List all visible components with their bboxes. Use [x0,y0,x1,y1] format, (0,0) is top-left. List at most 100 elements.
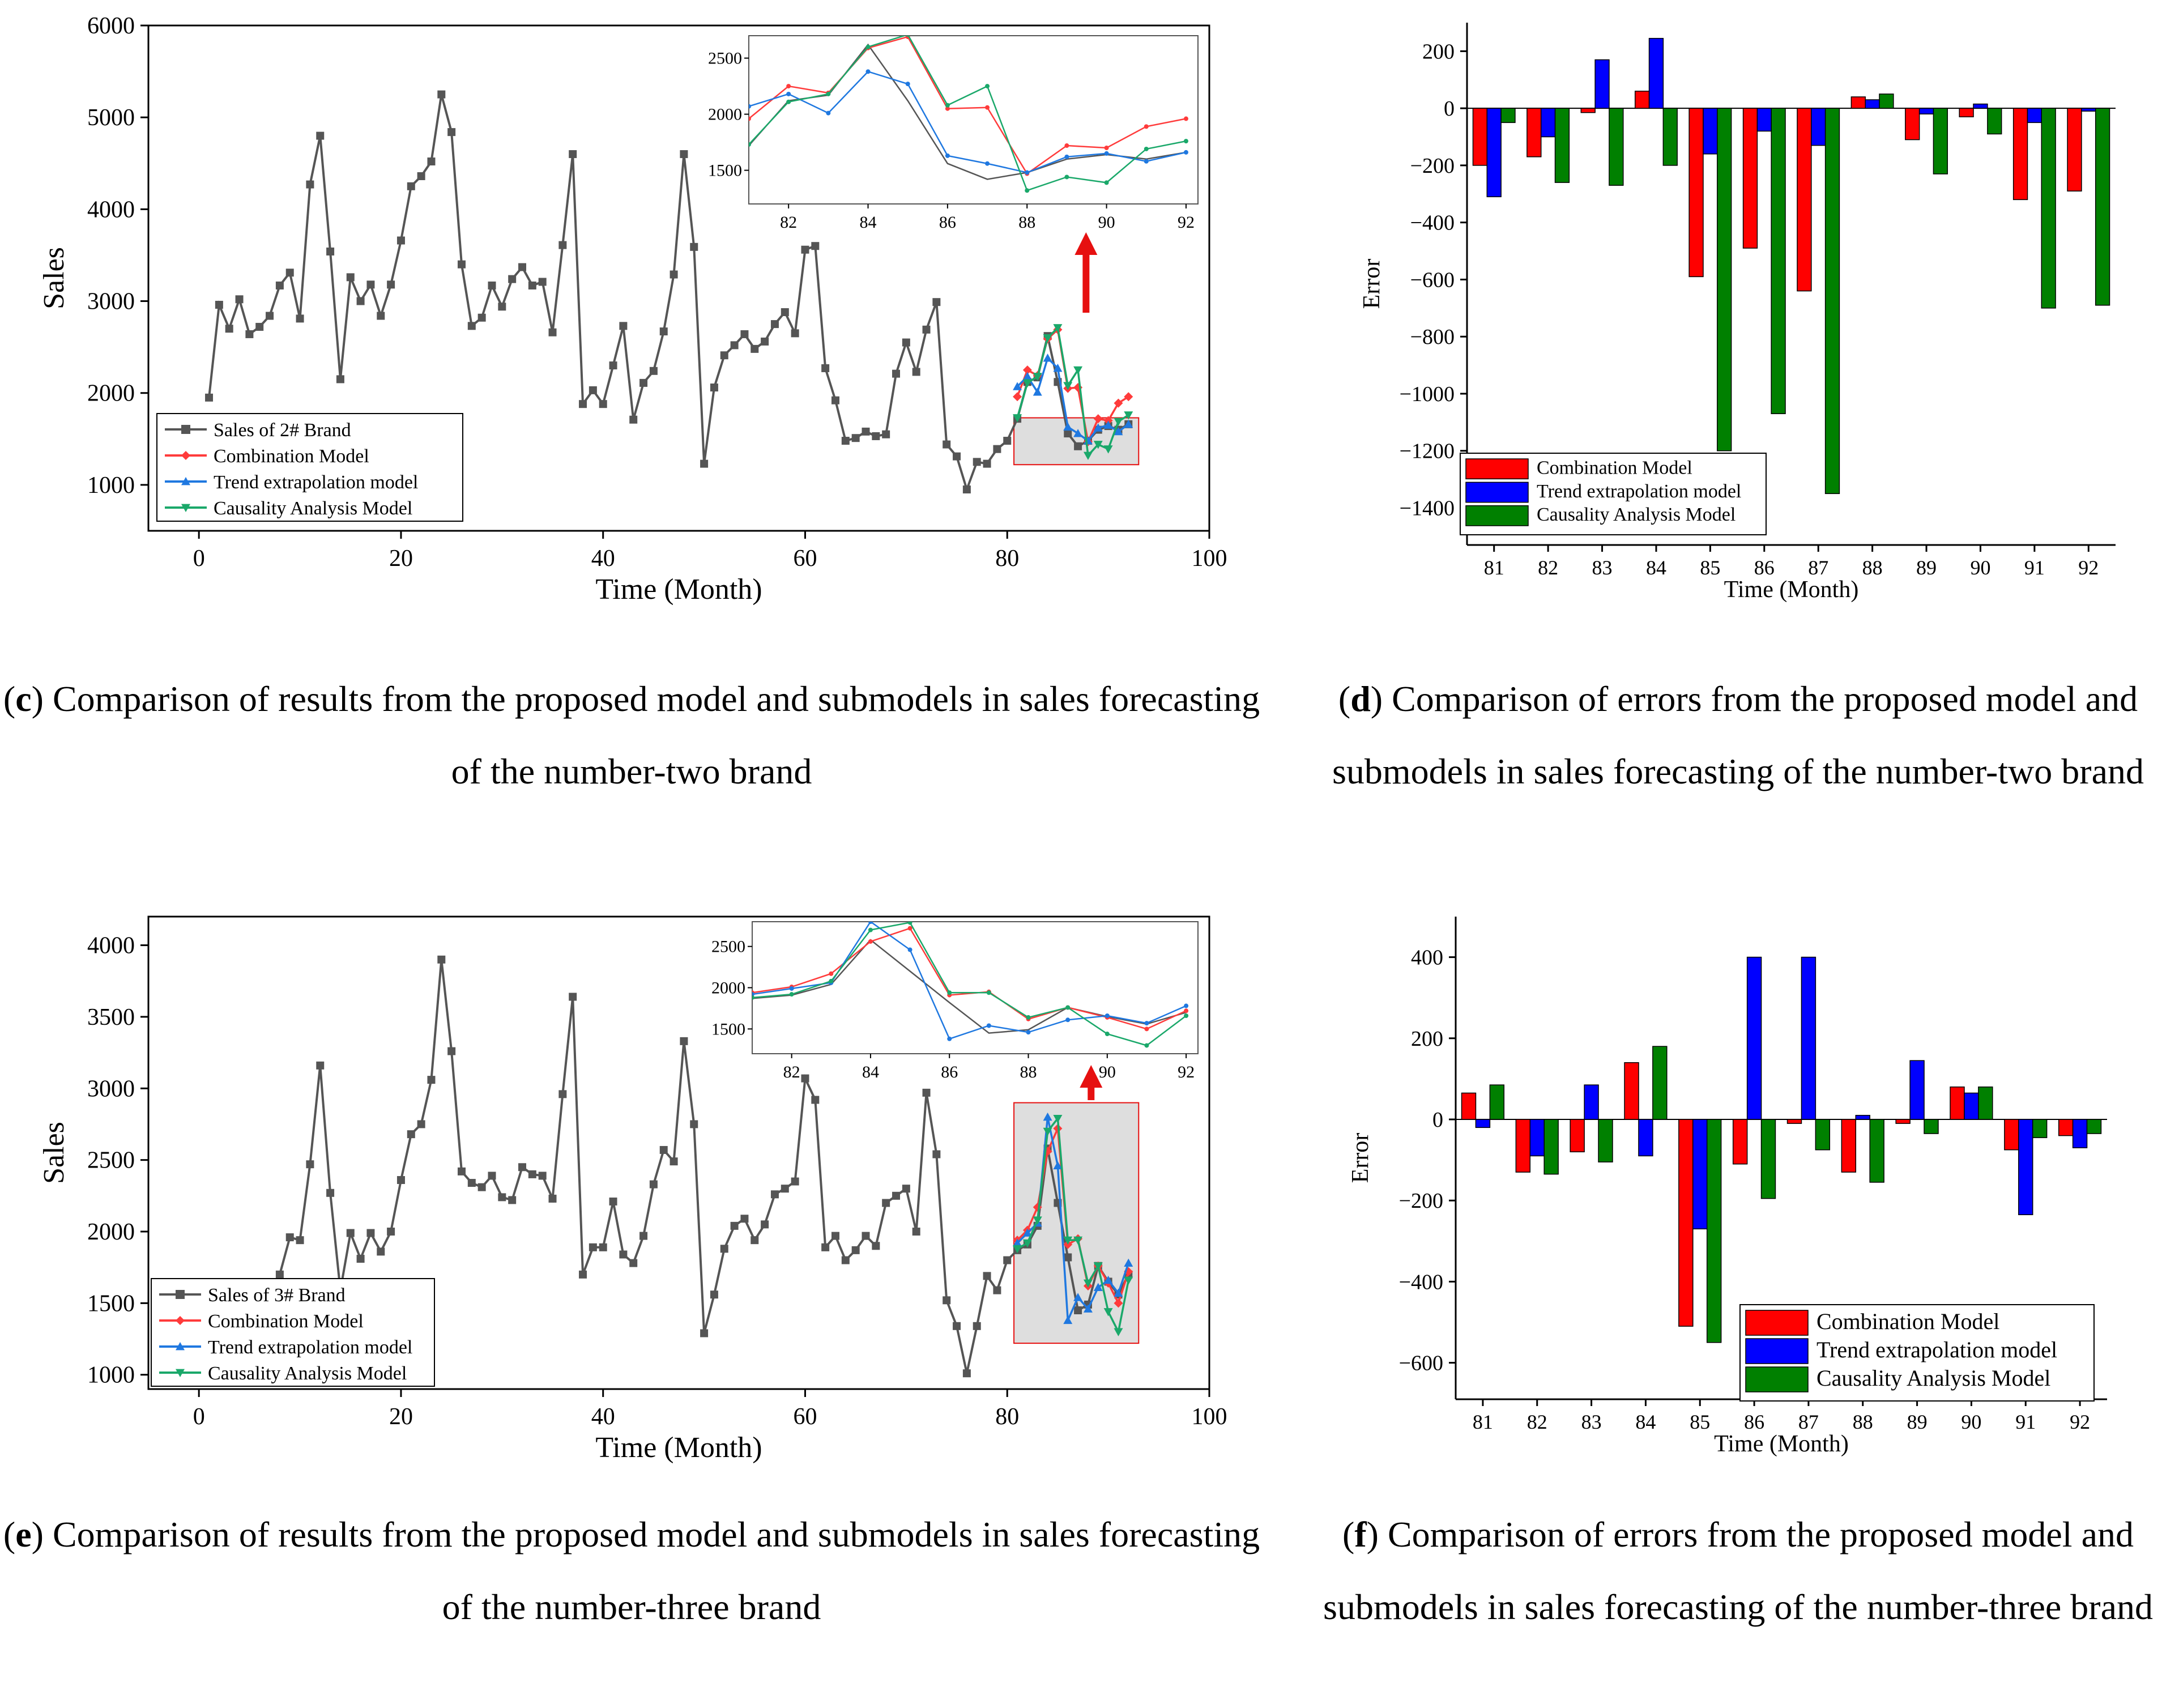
marker-square [1064,1253,1072,1262]
inset-point [1064,154,1069,159]
marker-square [609,361,617,370]
marker-square [882,1199,890,1207]
inset-point [907,947,912,952]
marker-square [710,1290,718,1299]
marker-triangle-down [181,504,190,512]
marker-square [285,1233,294,1242]
marker-square [811,242,820,250]
error-bar [1909,1060,1925,1120]
error-bar [1732,1119,1748,1165]
arrow-head [1074,232,1098,255]
inset-point [986,1023,991,1028]
marker-square [680,150,688,159]
marker-square [498,303,506,311]
marker-triangle-up [1043,353,1052,362]
x-tick-label: 60 [793,1404,817,1430]
marker-square [629,1259,638,1267]
marker-square [498,1193,506,1202]
marker-square [508,275,517,283]
inset-point [749,116,751,121]
legend-label: Trend extrapolation model [1537,481,1741,502]
y-tick-label: 1000 [87,472,135,499]
marker-triangle-up [1073,429,1083,437]
error-bar [1526,108,1542,157]
marker-square [973,1322,981,1330]
error-bar [1841,1119,1857,1173]
marker-square [851,1246,860,1254]
inset-model-line [749,36,1187,175]
y-tick-label: −200 [1410,154,1455,178]
error-bar [1855,1115,1870,1120]
marker-square [538,1172,547,1180]
error-bar [1652,1046,1668,1120]
inset-y-tick-label: 2500 [711,938,745,956]
x-tick-label: 88 [1853,1411,1873,1433]
marker-square [346,1229,355,1237]
marker-square [700,459,709,468]
marker-square [447,128,456,137]
inset-point [1183,139,1188,144]
inset-x-tick-label: 82 [783,1063,800,1081]
x-axis-title: Time (Month) [1724,577,1859,603]
inset-model-line [752,922,1187,1046]
marker-square [407,1130,415,1139]
marker-triangle-up [1033,387,1042,396]
marker-diamond [176,1316,185,1325]
inset-point [826,91,831,96]
inset-point [1105,1032,1110,1037]
error-bar [1461,1092,1477,1120]
inset-point [1065,1017,1071,1023]
legend-label: Combination Model [1816,1309,1999,1334]
error-bar [1760,1119,1776,1199]
marker-square [538,278,547,286]
x-tick-label: 84 [1646,556,1666,579]
error-bar [1634,91,1650,109]
marker-square [356,1255,365,1263]
x-tick-label: 20 [389,546,413,572]
marker-diamond [1114,398,1123,408]
marker-triangle-down [176,1369,185,1377]
marker-square [366,1229,375,1237]
inset-frame [748,35,1199,205]
legend-swatch [1745,1338,1809,1364]
marker-square [437,90,446,99]
error-bar [1771,108,1786,414]
marker-triangle-up [1043,1112,1052,1121]
marker-square [821,1243,830,1251]
x-tick-label: 85 [1700,556,1720,579]
error-bar [1973,103,1988,109]
marker-square [387,280,395,289]
inset-model-line [752,927,1187,1030]
inset-point [1183,150,1188,155]
marker-square [912,1228,920,1236]
x-tick-label: 89 [1916,556,1937,579]
marker-diamond [1093,414,1103,424]
inset-point [1104,151,1109,156]
inset-point [749,104,751,109]
marker-square [761,337,769,346]
marker-triangle-down [1043,334,1052,343]
marker-square [296,314,304,323]
marker-square [579,400,587,408]
inset-point [1065,1005,1071,1010]
marker-square [811,1096,820,1104]
marker-square [467,1179,476,1187]
marker-triangle-up [1013,1238,1022,1247]
inset-point [905,82,910,87]
marker-square [528,1170,536,1178]
legend-label: Sales of 3# Brand [208,1285,346,1306]
marker-square [457,260,466,269]
marker-square [993,1286,1001,1294]
y-tick-label: 1500 [87,1290,135,1317]
marker-square [943,440,951,449]
error-bar [1472,108,1488,166]
inset-lines [749,36,1188,193]
marker-triangle-up [1083,1304,1093,1313]
marker-square [740,330,749,338]
marker-triangle-up [1103,1275,1113,1284]
marker-triangle-down [1073,1236,1083,1245]
error-chart-brand-2: 200 0 −200 −400 −600 −800 −1000 −1200 −1400 81 82 8… [1359,23,2116,603]
marker-square [962,1369,971,1378]
inset-point [945,106,950,111]
marker-square [902,1185,910,1193]
